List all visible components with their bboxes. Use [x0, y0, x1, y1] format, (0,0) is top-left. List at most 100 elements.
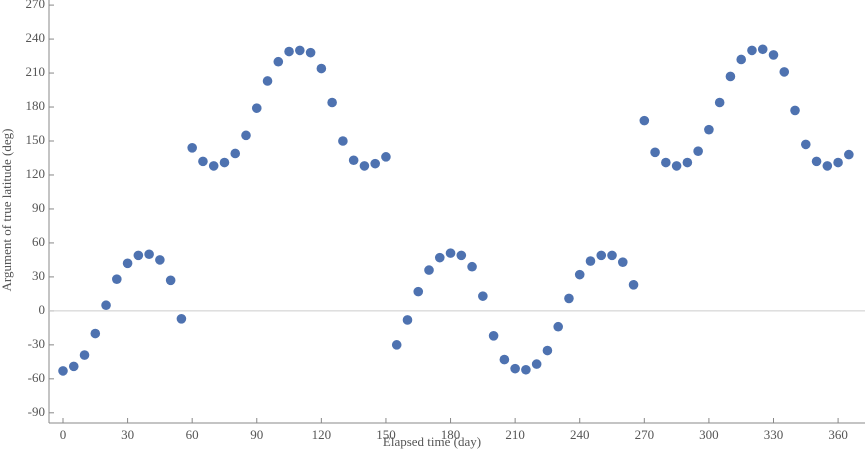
x-tick-label: 270 [635, 427, 655, 442]
point [800, 139, 811, 150]
point [230, 148, 241, 159]
point [650, 147, 660, 158]
point [779, 67, 790, 77]
point [359, 161, 370, 171]
point [822, 161, 833, 171]
x-tick-label: 360 [828, 427, 848, 442]
point [768, 50, 779, 60]
y-tick-label: 210 [26, 64, 46, 79]
point [467, 261, 477, 272]
point [90, 328, 101, 339]
point [381, 152, 391, 162]
point [736, 54, 747, 65]
point [757, 44, 768, 55]
point [478, 291, 488, 301]
x-tick-label: 210 [505, 427, 525, 442]
point [585, 256, 596, 266]
point [348, 155, 359, 166]
point [661, 157, 671, 168]
point [617, 257, 628, 267]
point [165, 275, 176, 286]
y-tick-label: 180 [26, 98, 46, 113]
point [273, 56, 284, 67]
point [295, 45, 305, 56]
point [133, 250, 144, 261]
point [574, 269, 585, 280]
point [542, 345, 553, 356]
point [445, 248, 456, 258]
point [714, 97, 725, 108]
point [596, 250, 607, 261]
x-tick-label: 300 [699, 427, 719, 442]
x-tick-label: 150 [376, 427, 396, 442]
point [176, 314, 187, 324]
y-tick-label: 120 [26, 166, 46, 181]
point [844, 149, 854, 160]
point [811, 156, 822, 167]
point [284, 46, 294, 57]
y-tick-label: 270 [26, 0, 46, 11]
point [693, 146, 703, 156]
point [510, 363, 520, 374]
point [391, 340, 402, 350]
x-tick-label: 120 [312, 427, 332, 442]
y-tick-label: 240 [26, 30, 46, 45]
point [101, 300, 111, 311]
x-tick-label: 90 [250, 427, 263, 442]
point [187, 142, 197, 153]
point [402, 315, 413, 325]
point [155, 255, 165, 265]
x-axis-label: Elapsed time (day) [383, 434, 481, 449]
y-tick-label: 150 [26, 132, 46, 147]
point [305, 47, 316, 58]
point [241, 130, 251, 141]
point [79, 350, 90, 360]
point [434, 252, 445, 263]
point [208, 161, 219, 171]
point [413, 286, 424, 297]
point [521, 364, 531, 375]
x-tick-label: 180 [441, 427, 461, 442]
point [198, 156, 208, 167]
point [628, 280, 639, 290]
point [456, 250, 467, 261]
y-tick-label: 30 [32, 268, 45, 283]
point [833, 157, 843, 168]
point [316, 63, 327, 74]
y-tick-label: 0 [39, 302, 46, 317]
point [251, 103, 262, 113]
y-tick-label: -60 [28, 370, 45, 385]
point [531, 359, 542, 369]
point [682, 157, 693, 168]
point [790, 105, 800, 116]
y-tick-label: -30 [28, 336, 45, 351]
point [424, 265, 434, 275]
point [144, 249, 154, 260]
x-tick-label: 330 [764, 427, 784, 442]
y-tick-label: 90 [32, 200, 45, 215]
y-tick-label: -90 [28, 404, 45, 419]
point [639, 115, 650, 126]
point [725, 71, 736, 82]
x-tick-label: 30 [121, 427, 134, 442]
point [58, 366, 68, 376]
point [488, 330, 499, 341]
point [607, 250, 617, 261]
point [219, 157, 230, 168]
point [262, 76, 273, 86]
point [671, 161, 682, 171]
x-tick-label: 240 [570, 427, 590, 442]
point [122, 258, 133, 269]
x-tick-label: 0 [60, 427, 67, 442]
point [112, 274, 122, 284]
point [564, 293, 574, 304]
y-tick-label: 60 [32, 234, 45, 249]
point [747, 45, 757, 56]
point [327, 97, 337, 108]
point [370, 158, 380, 169]
point [553, 321, 563, 332]
point [338, 136, 348, 146]
point [68, 361, 79, 372]
point [499, 354, 510, 365]
